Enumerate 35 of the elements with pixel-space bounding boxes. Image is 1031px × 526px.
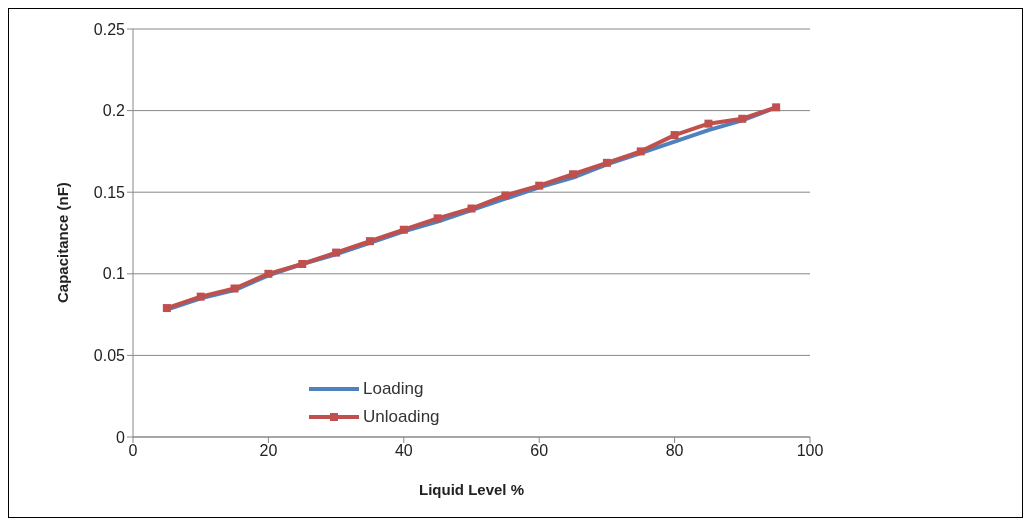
point — [399, 225, 408, 234]
y-tick-label: 0.05 — [93, 347, 126, 365]
point — [704, 119, 713, 128]
point — [467, 204, 476, 213]
x-tick-label: 0 — [128, 442, 138, 460]
y-tick-label: 0.25 — [93, 20, 126, 38]
point — [332, 248, 341, 257]
x-tick-label: 20 — [259, 442, 278, 460]
point — [162, 304, 171, 313]
x-axis-title: Liquid Level % — [418, 481, 525, 498]
point — [433, 214, 442, 223]
point — [569, 170, 578, 179]
point — [365, 237, 374, 246]
point — [298, 260, 307, 269]
point — [602, 158, 611, 167]
y-tick-label: 0.1 — [102, 265, 126, 283]
point — [535, 181, 544, 190]
legend-label: Loading — [363, 379, 424, 399]
legend-label: Unloading — [363, 407, 440, 427]
point — [636, 147, 645, 156]
point — [230, 284, 239, 293]
x-tick-label: 100 — [796, 442, 824, 460]
point — [772, 103, 781, 112]
x-tick-label: 40 — [394, 442, 413, 460]
y-tick-label: 0.15 — [93, 183, 126, 201]
point — [670, 131, 679, 140]
y-tick-label: 0 — [116, 428, 126, 446]
y-tick-label: 0.2 — [102, 102, 126, 120]
point — [501, 191, 510, 200]
point — [264, 269, 273, 278]
x-tick-label: 80 — [665, 442, 684, 460]
x-tick-label: 60 — [530, 442, 549, 460]
point — [196, 292, 205, 301]
y-axis-title: Capacitance (nF) — [54, 182, 72, 303]
point — [738, 114, 747, 123]
